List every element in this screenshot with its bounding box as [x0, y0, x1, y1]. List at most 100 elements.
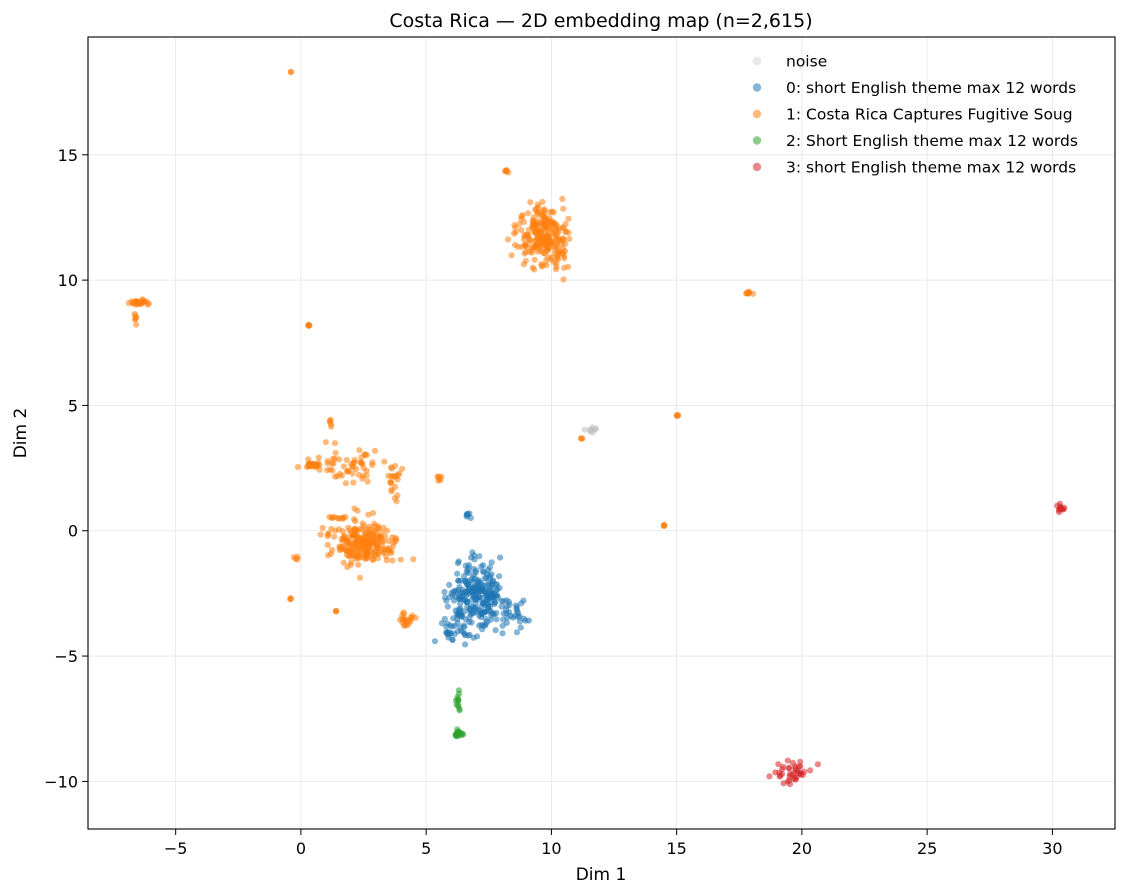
data-point: [331, 513, 338, 521]
data-point: [324, 460, 331, 467]
data-point: [330, 460, 337, 467]
data-point: [581, 426, 588, 433]
data-point: [544, 244, 552, 251]
data-point: [577, 435, 585, 442]
data-point: [786, 765, 793, 772]
data-point: [522, 248, 530, 255]
y-tick-label: 15: [58, 146, 78, 165]
series-3: [452, 687, 466, 740]
data-point: [455, 577, 462, 584]
data-point: [328, 550, 335, 557]
data-point: [778, 770, 786, 778]
legend-label: 1: Costa Rica Captures Fugitive Soug: [786, 106, 1073, 124]
data-point: [541, 250, 548, 257]
legend-marker: [752, 136, 762, 145]
data-point: [535, 204, 542, 211]
data-point: [331, 533, 338, 540]
data-point: [388, 488, 395, 495]
data-point: [537, 242, 544, 249]
data-point: [340, 463, 347, 470]
data-point: [1057, 505, 1064, 512]
data-point: [399, 612, 406, 619]
data-point: [538, 263, 545, 270]
data-point: [529, 264, 536, 271]
data-point: [441, 588, 448, 596]
data-point: [491, 599, 498, 606]
data-point: [392, 462, 399, 470]
data-point: [472, 569, 479, 576]
data-point: [457, 600, 464, 608]
data-point: [535, 237, 542, 244]
data-point: [385, 537, 392, 545]
data-point: [472, 575, 479, 583]
data-point: [330, 455, 337, 462]
x-tick-label: 15: [666, 839, 686, 858]
data-point: [497, 554, 504, 561]
data-point: [446, 581, 453, 589]
data-point: [449, 591, 456, 598]
data-point: [355, 555, 362, 562]
data-point: [324, 533, 331, 540]
data-point: [511, 222, 518, 229]
data-point: [801, 768, 808, 775]
data-point: [492, 627, 499, 634]
y-tick-label: 10: [58, 271, 78, 290]
data-point: [361, 451, 368, 458]
data-point: [437, 477, 444, 484]
data-point: [369, 509, 377, 517]
data-point: [534, 248, 542, 255]
series-4: [766, 500, 1068, 788]
x-tick-label: 5: [421, 839, 431, 858]
data-point: [305, 462, 312, 469]
data-point: [366, 537, 373, 544]
data-point: [456, 690, 463, 697]
data-point: [342, 480, 349, 487]
data-point: [336, 456, 343, 463]
data-point: [488, 590, 496, 597]
data-point: [144, 301, 151, 308]
data-point: [361, 553, 368, 561]
data-point: [561, 255, 568, 262]
data-point: [772, 769, 779, 776]
data-point: [366, 543, 373, 551]
data-point: [347, 542, 354, 550]
data-point: [566, 235, 573, 242]
data-point: [797, 758, 804, 765]
data-point: [392, 535, 399, 542]
data-point: [814, 761, 822, 768]
data-point: [454, 560, 462, 567]
data-point: [410, 556, 417, 563]
data-point: [554, 253, 561, 260]
data-point: [520, 261, 528, 268]
data-point: [561, 264, 568, 271]
data-point: [388, 480, 395, 487]
data-point: [504, 236, 512, 243]
data-point: [565, 229, 572, 236]
data-point: [371, 447, 379, 454]
data-point: [493, 581, 500, 589]
data-point: [351, 541, 359, 548]
data-point: [469, 587, 476, 594]
data-point: [371, 520, 378, 527]
data-point: [461, 630, 468, 637]
x-tick-label: 20: [792, 839, 812, 858]
data-point: [467, 514, 474, 522]
legend-label: 2: Short English theme max 12 words: [786, 132, 1078, 150]
data-point: [441, 615, 448, 623]
data-point: [367, 552, 375, 559]
x-tick-label: −5: [164, 839, 188, 858]
data-point: [389, 543, 397, 550]
data-point: [560, 236, 567, 243]
data-point: [452, 732, 460, 740]
x-tick-label: 25: [917, 839, 937, 858]
data-point: [559, 195, 566, 202]
data-point: [350, 479, 357, 486]
data-point: [287, 596, 294, 603]
data-point: [465, 564, 472, 571]
plot-frame: [87, 36, 1116, 830]
data-point: [462, 579, 469, 586]
data-point: [343, 456, 350, 463]
data-point: [456, 583, 463, 591]
data-point: [472, 600, 479, 607]
